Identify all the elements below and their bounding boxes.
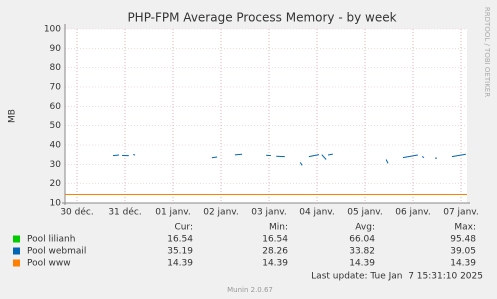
- legend-label: Pool www: [27, 259, 71, 269]
- y-tick-label: 80: [50, 63, 62, 73]
- legend-header: Cur:: [174, 223, 193, 233]
- footer: Munin 2.0.67: [227, 286, 273, 294]
- legend-swatch: [13, 247, 20, 255]
- chart-title: PHP-FPM Average Process Memory - by week: [127, 11, 396, 25]
- legend-stat: 39.05: [450, 247, 476, 257]
- legend-swatch: [13, 235, 20, 243]
- plot-area: [65, 29, 467, 203]
- y-tick-label: 10: [50, 199, 62, 209]
- legend-header: Max:: [454, 223, 476, 233]
- x-tick-label: 04 janv.: [299, 208, 335, 218]
- y-axis-label: MB: [8, 109, 18, 123]
- y-tick-label: 30: [50, 160, 62, 170]
- y-tick-label: 50: [50, 121, 62, 131]
- legend-header: Avg:: [355, 223, 375, 233]
- legend-stat: 14.39: [262, 259, 288, 269]
- legend-stat: 35.19: [167, 247, 193, 257]
- legend-stat: 16.54: [262, 235, 288, 245]
- x-tick-label: 01 janv.: [155, 208, 191, 218]
- series-line: [112, 153, 466, 166]
- legend-label: Pool webmail: [27, 247, 86, 257]
- x-tick-label: 03 janv.: [251, 208, 287, 218]
- x-tick-label: 05 janv.: [347, 208, 383, 218]
- y-tick-label: 100: [44, 25, 61, 35]
- y-tick-label: 40: [50, 141, 62, 151]
- legend-swatch: [13, 259, 20, 267]
- legend-stat: 14.39: [450, 259, 476, 269]
- last-update: Last update: Tue Jan 7 15:31:10 2025: [311, 272, 483, 282]
- legend-label: Pool lilianh: [27, 235, 75, 245]
- legend-header: Min:: [269, 223, 288, 233]
- x-tick-label: 30 déc.: [60, 207, 93, 218]
- legend-stat: 33.82: [349, 247, 375, 257]
- y-tick-label: 20: [50, 179, 62, 189]
- legend-stat: 16.54: [167, 235, 193, 245]
- legend-stat: 14.39: [167, 259, 193, 269]
- legend-stat: 66.04: [349, 235, 375, 245]
- y-tick-label: 90: [50, 44, 62, 54]
- legend-stat: 14.39: [349, 259, 375, 269]
- x-tick-label: 02 janv.: [203, 208, 239, 218]
- x-tick-label: 07 janv.: [443, 208, 479, 218]
- y-tick-label: 70: [50, 83, 62, 93]
- y-tick-label: 60: [50, 102, 62, 112]
- side-label: RRDTOOL / TOBI OETIKER: [483, 7, 491, 97]
- legend-stat: 28.26: [262, 247, 288, 257]
- x-tick-label: 31 déc.: [108, 207, 141, 218]
- x-tick-label: 06 janv.: [395, 208, 431, 218]
- legend-stat: 95.48: [450, 235, 476, 245]
